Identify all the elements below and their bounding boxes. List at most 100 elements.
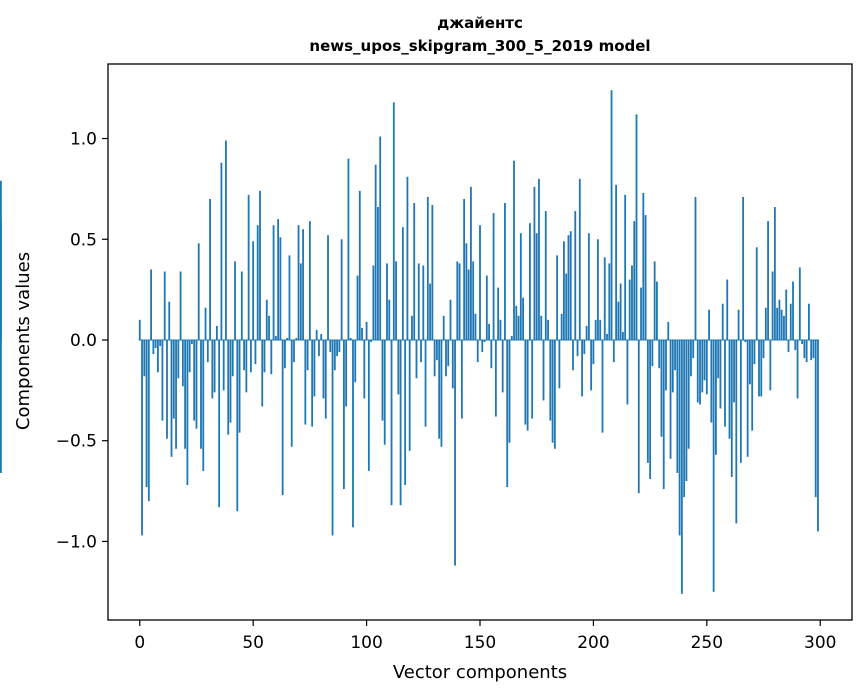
bar xyxy=(392,102,395,340)
x-axis-ticks: 0 50 100 150 200 250 300 xyxy=(134,620,836,653)
bar xyxy=(658,339,661,369)
bar xyxy=(401,227,404,340)
bar xyxy=(238,339,241,433)
bar xyxy=(250,339,252,373)
bar xyxy=(295,337,298,340)
bar xyxy=(497,287,500,340)
bar xyxy=(222,339,225,391)
bar xyxy=(522,297,524,340)
bar xyxy=(803,339,806,359)
bar xyxy=(792,281,794,340)
bar xyxy=(637,339,640,494)
bar xyxy=(794,339,797,351)
bar xyxy=(138,319,141,340)
bar xyxy=(245,339,248,393)
x-tick-label: 0 xyxy=(134,633,145,653)
bar xyxy=(370,339,373,342)
bar xyxy=(256,225,259,340)
bar xyxy=(304,339,307,425)
bar xyxy=(615,184,617,340)
bar xyxy=(470,186,472,340)
bar xyxy=(544,211,547,340)
bar xyxy=(810,339,813,361)
bar xyxy=(433,339,436,377)
bar xyxy=(726,279,729,340)
bar xyxy=(211,339,214,399)
bar xyxy=(299,263,302,340)
y-tick-label: 1.0 xyxy=(70,130,97,150)
bar xyxy=(358,190,361,340)
bar xyxy=(322,339,325,399)
bar xyxy=(157,339,159,373)
bar xyxy=(542,339,545,401)
bar xyxy=(644,215,647,340)
x-tick-label: 300 xyxy=(804,633,836,653)
bar xyxy=(327,235,329,340)
bar xyxy=(472,261,475,340)
bar xyxy=(622,331,624,340)
bar xyxy=(758,339,760,397)
bar xyxy=(451,339,454,389)
bar xyxy=(270,339,273,375)
bar xyxy=(324,339,327,419)
bar xyxy=(202,339,205,471)
bar xyxy=(209,198,211,340)
bar xyxy=(422,265,425,340)
bar xyxy=(175,339,177,449)
y-tick-label: −1.0 xyxy=(56,532,97,552)
bar xyxy=(236,339,239,512)
bar xyxy=(483,339,486,342)
bar xyxy=(753,339,756,365)
bar xyxy=(690,339,692,377)
y-tick-label: −0.5 xyxy=(56,432,97,452)
bar xyxy=(789,303,792,340)
bar xyxy=(408,339,411,451)
bar xyxy=(569,231,572,340)
bar xyxy=(333,339,336,371)
bar xyxy=(676,339,679,473)
bar xyxy=(556,255,559,340)
y-tick-label: 0.0 xyxy=(70,331,97,351)
x-tick-label: 50 xyxy=(242,633,264,653)
bar xyxy=(515,305,518,340)
bar xyxy=(415,339,418,379)
bar xyxy=(263,339,266,373)
bar xyxy=(293,339,295,363)
bar xyxy=(166,339,168,439)
bar xyxy=(805,339,808,363)
bar xyxy=(163,271,166,340)
bar xyxy=(560,313,563,340)
bar xyxy=(553,339,556,449)
bar xyxy=(247,194,250,340)
x-tick-label: 100 xyxy=(350,633,382,653)
bar xyxy=(320,333,323,340)
bar xyxy=(279,237,282,340)
bar xyxy=(254,339,257,365)
bar xyxy=(619,283,622,340)
bar xyxy=(635,114,638,340)
bar xyxy=(519,233,522,340)
bar xyxy=(297,225,300,340)
bar xyxy=(268,315,270,340)
bar xyxy=(778,299,781,340)
bar xyxy=(724,339,726,427)
bar xyxy=(535,233,538,340)
bar xyxy=(578,178,581,340)
bar xyxy=(699,339,701,405)
bar xyxy=(565,273,568,340)
bar xyxy=(715,339,717,455)
bar xyxy=(533,186,536,340)
bar xyxy=(773,207,776,340)
bar xyxy=(581,339,583,397)
bar xyxy=(365,321,368,340)
bar xyxy=(547,319,549,340)
bar xyxy=(733,339,735,403)
bar xyxy=(177,339,180,379)
bar xyxy=(606,333,608,340)
bar xyxy=(311,339,314,427)
bar xyxy=(549,339,552,421)
bar xyxy=(274,335,277,340)
bar xyxy=(252,241,255,340)
bar xyxy=(374,164,377,340)
bar xyxy=(218,339,221,508)
